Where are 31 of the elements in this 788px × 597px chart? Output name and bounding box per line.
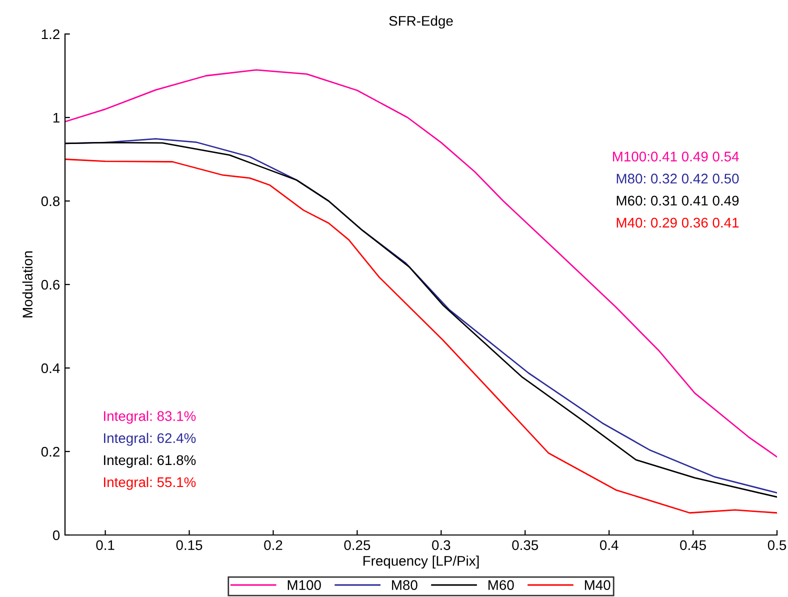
x-tick-label: 0.1 xyxy=(96,540,114,550)
y-tick-label: 0.4 xyxy=(41,363,60,374)
y-tick-label: 1 xyxy=(53,112,60,123)
legend-label: M40 xyxy=(584,580,610,590)
legend-label: M80 xyxy=(392,580,418,590)
x-tick-label: 0.25 xyxy=(344,540,370,550)
legend-label: M100 xyxy=(288,580,321,590)
y-tick-label: 0 xyxy=(52,530,60,540)
x-tick-label: 0.35 xyxy=(512,540,538,550)
x-tick-label: 0.2 xyxy=(264,540,282,550)
legend-label: M60 xyxy=(488,580,514,590)
annotation: M40: 0.29 0.36 0.41 xyxy=(616,218,739,228)
annotation: Integral: 61.8% xyxy=(104,454,196,468)
annotation: M100:0.41 0.49 0.54 xyxy=(613,152,739,162)
chart-title: SFR-Edge xyxy=(389,16,453,29)
x-tick-label: 0.4 xyxy=(600,540,618,550)
x-tick-label: 0.5 xyxy=(768,540,786,550)
y-tick-label: 0.2 xyxy=(41,446,60,457)
y-tick-label: 0.8 xyxy=(41,196,60,206)
y-axis-title: Modulation xyxy=(22,251,33,318)
annotation: M80: 0.32 0.42 0.50 xyxy=(616,174,739,184)
annotation: M60: 0.31 0.41 0.49 xyxy=(616,196,739,206)
x-tick-label: 0.15 xyxy=(176,540,202,550)
x-axis-title: Frequency [LP/Pix] xyxy=(363,556,479,569)
annotation: Integral: 62.4% xyxy=(104,432,196,446)
annotation: Integral: 55.1% xyxy=(104,476,196,490)
annotation: Integral: 83.1% xyxy=(104,410,196,424)
x-tick-label: 0.45 xyxy=(680,540,706,550)
x-tick-label: 0.3 xyxy=(432,540,450,550)
y-tick-label: 1.2 xyxy=(42,29,60,40)
y-tick-label: 0.6 xyxy=(41,280,60,290)
